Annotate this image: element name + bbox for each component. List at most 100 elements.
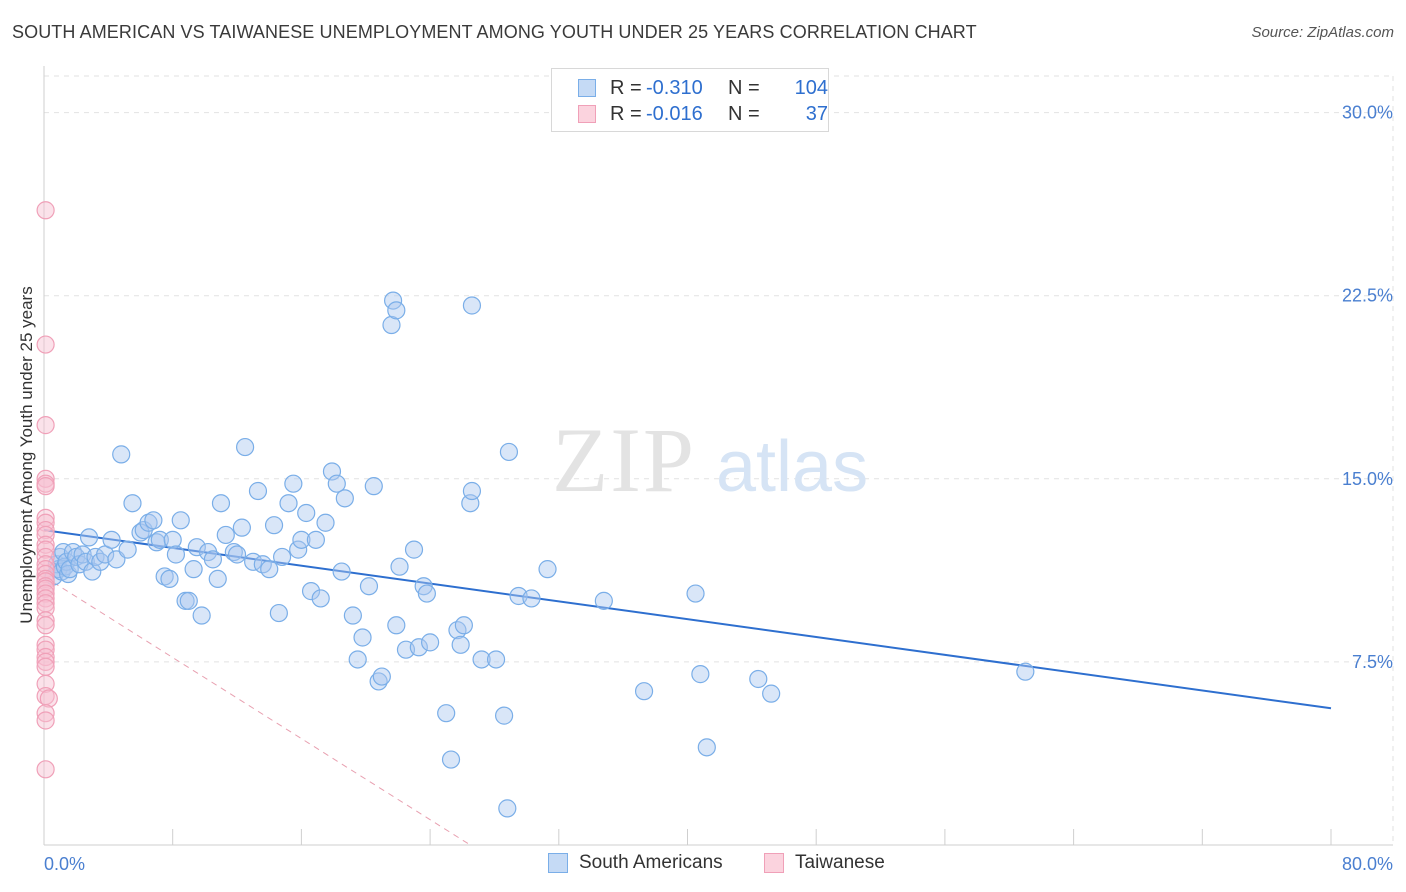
point-south-american (387, 616, 406, 635)
point-south-american (686, 584, 705, 603)
legend-n-label: N = (728, 77, 760, 99)
legend-swatch-blue (578, 79, 596, 97)
point-south-american (279, 494, 298, 513)
point-south-american (160, 569, 179, 589)
point-south-american (102, 530, 121, 549)
trend-line-south-americans (43, 529, 1332, 710)
point-south-american (382, 315, 401, 335)
watermark-zip: ZIP (552, 409, 696, 511)
legend-label: Taiwanese (795, 852, 885, 873)
point-taiwanese (36, 704, 55, 723)
point-south-american (163, 530, 182, 549)
point-south-american (437, 704, 456, 723)
point-south-american (260, 560, 279, 579)
legend-swatch-pink (764, 853, 784, 873)
point-taiwanese (36, 760, 55, 779)
point-south-american (454, 616, 473, 635)
point-south-american (187, 538, 206, 557)
point-taiwanese (36, 711, 55, 730)
point-south-american (79, 528, 99, 547)
x-tick-label: 80.0% (1342, 854, 1393, 874)
point-south-american (441, 750, 461, 769)
legend-r-label: R = (610, 103, 642, 125)
point-south-american (495, 706, 514, 725)
point-south-american (353, 628, 372, 647)
point-south-american (179, 591, 198, 610)
point-south-american (634, 682, 654, 701)
point-south-american (538, 560, 557, 579)
point-taiwanese (36, 540, 55, 559)
point-south-american (272, 547, 292, 567)
data-points (36, 201, 1035, 818)
point-taiwanese (36, 477, 55, 496)
point-south-american (462, 296, 482, 315)
legend-r-value: -0.310 (646, 77, 703, 99)
point-south-american (306, 530, 325, 549)
point-south-american (224, 542, 243, 562)
point-taiwanese (36, 469, 55, 488)
point-south-american (289, 540, 308, 559)
x-tick-label: 0.0% (44, 854, 85, 874)
point-south-american (216, 525, 235, 545)
chart-title: SOUTH AMERICAN VS TAIWANESE UNEMPLOYMENT… (12, 22, 977, 42)
point-taiwanese (36, 657, 55, 676)
point-taiwanese (36, 647, 55, 667)
point-south-american (332, 562, 351, 581)
point-south-american (335, 489, 354, 508)
point-south-american (248, 481, 268, 501)
point-south-american (123, 494, 142, 513)
point-taiwanese (36, 201, 55, 220)
y-tick-label: 30.0% (1342, 103, 1393, 123)
point-south-american (691, 665, 710, 684)
point-south-american (139, 513, 158, 532)
point-south-american (150, 530, 169, 549)
point-south-american (112, 445, 131, 464)
legend-r-value: -0.016 (646, 103, 703, 125)
legend-n-value: 37 (805, 103, 828, 125)
point-south-american (155, 567, 174, 586)
point-south-american (269, 603, 288, 623)
point-south-american (301, 582, 321, 601)
gridlines (44, 75, 1394, 845)
point-south-american (327, 474, 346, 493)
point-south-american (316, 513, 335, 532)
point-taiwanese (36, 525, 55, 545)
point-south-american (387, 301, 406, 320)
point-south-american (343, 606, 362, 625)
watermark-atlas: atlas (716, 427, 868, 507)
point-south-american (472, 650, 491, 669)
point-taiwanese (36, 652, 55, 672)
y-tick-label: 15.0% (1342, 469, 1393, 489)
point-south-american (404, 540, 424, 559)
point-south-american (749, 669, 768, 689)
point-south-american (166, 545, 186, 564)
point-south-american (203, 550, 223, 569)
point-south-american (171, 511, 190, 530)
trend-lines (43, 529, 1332, 846)
point-south-american (292, 530, 311, 549)
point-south-american (118, 540, 137, 559)
point-south-american (372, 667, 391, 686)
point-south-american (184, 560, 203, 579)
point-south-american (264, 516, 284, 535)
point-south-american (594, 591, 613, 610)
source-credit: Source: ZipAtlas.com (1251, 24, 1394, 41)
legend-swatch-blue (548, 853, 568, 873)
point-south-american (208, 569, 227, 589)
point-south-american (311, 589, 330, 608)
point-south-american (522, 589, 541, 608)
point-south-american (284, 474, 303, 493)
point-taiwanese (36, 520, 55, 540)
point-south-american (364, 477, 383, 496)
point-taiwanese (36, 584, 55, 603)
y-tick-label: 22.5% (1342, 286, 1393, 306)
tick-labels: 7.5% 15.0% 22.5% 30.0% 0.0% 80.0% (44, 103, 1393, 874)
point-south-american (486, 650, 506, 669)
point-south-american (390, 557, 409, 576)
y-tick-label: 7.5% (1352, 652, 1393, 672)
point-south-american (369, 672, 388, 691)
point-taiwanese (36, 579, 55, 598)
correlation-legend: R = -0.310 N = 104 R = -0.016 N = 37 (551, 68, 829, 132)
legend-r-label: R = (610, 77, 642, 99)
